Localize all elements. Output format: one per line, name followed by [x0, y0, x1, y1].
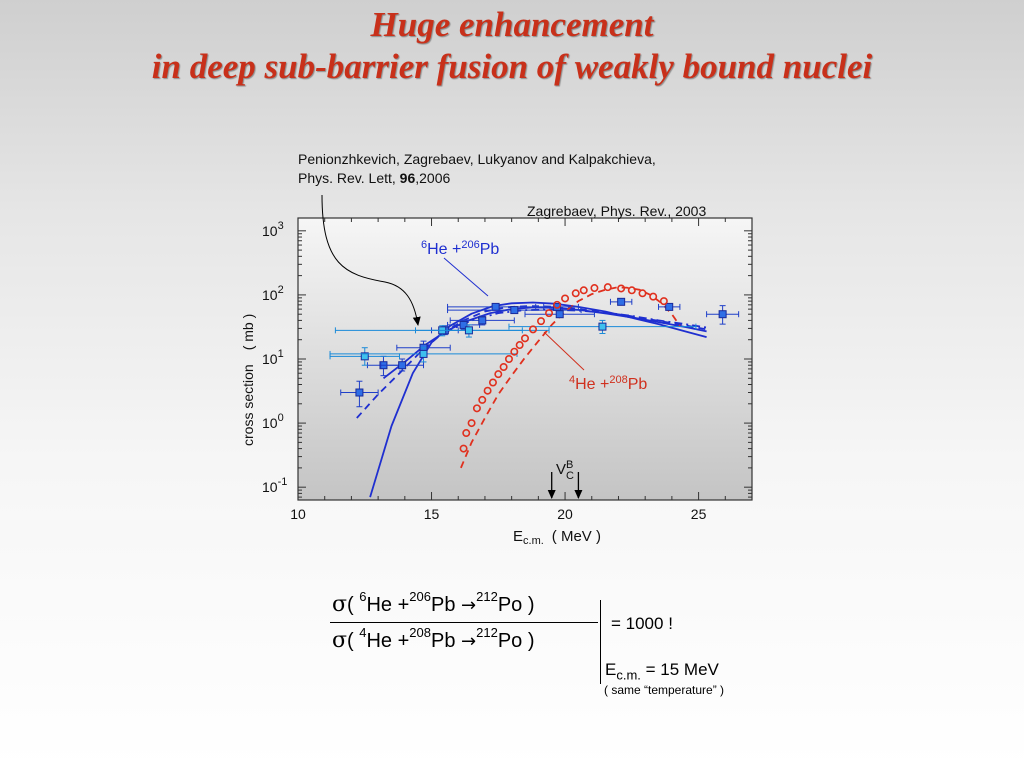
- data-point-he4: [488, 378, 497, 387]
- data-point-he4: [459, 444, 468, 453]
- ref-citation-1: Penionzhkevich, Zagrebaev, Lukyanov and …: [298, 151, 656, 167]
- y-axis-label: cross section( mb ): [240, 314, 256, 446]
- formula-result: = 1000 !: [611, 614, 673, 633]
- data-point-he4: [483, 386, 492, 395]
- data-point-he6: [718, 310, 727, 319]
- x-tick-label: 15: [424, 506, 440, 522]
- data-point-he4: [462, 429, 471, 438]
- y-tick-label: 102: [262, 284, 284, 303]
- data-point-he4: [499, 363, 508, 372]
- data-point-he4: [617, 284, 626, 293]
- fraction-bar: [330, 622, 598, 623]
- he4-label-pointer: [543, 331, 585, 371]
- data-point-he4: [478, 395, 487, 404]
- data-point-he4: [659, 297, 668, 306]
- he4-pb208-label: 4He +208Pb: [569, 374, 647, 393]
- data-point-he4: [545, 309, 554, 318]
- data-point-he4: [603, 283, 612, 292]
- data-point-he4: [571, 289, 580, 298]
- formula-note: ( same “temperature” ): [604, 683, 725, 697]
- y-tick-label: 10-1: [262, 476, 287, 495]
- evaluation-bar: [600, 600, 601, 684]
- y-tick-label: 101: [262, 348, 284, 367]
- data-point-he6: [464, 326, 473, 335]
- formula-numerator: σ( 6He +206Pb →212Po ): [332, 589, 535, 617]
- data-point-he4: [579, 286, 588, 295]
- coulomb-barrier-arrows: [547, 472, 583, 499]
- data-point-he4: [472, 404, 481, 413]
- data-point-he4: [494, 370, 503, 379]
- data-point-he6: [355, 388, 364, 397]
- data-point-he6: [555, 310, 564, 319]
- axis-labels: 10 15 20 25 10-1 100 101 102 103 Ec.m.( MeV ) cros…: [240, 220, 707, 547]
- data-point-he6: [360, 352, 369, 361]
- data-point-he4: [537, 317, 546, 326]
- data-point-he6: [617, 297, 626, 306]
- data-point-he6: [478, 316, 487, 325]
- slide-title: Huge enhancement in deep sub-barrier fus…: [0, 4, 1024, 88]
- data-points: [329, 283, 740, 453]
- data-point-he4: [590, 284, 599, 293]
- data-point-he4: [520, 334, 529, 343]
- data-point-he4: [510, 347, 519, 356]
- data-point-he4: [627, 286, 636, 295]
- data-point-he4: [649, 292, 658, 301]
- axis-ticks: [297, 218, 753, 500]
- y-tick-label: 100: [262, 412, 284, 431]
- data-point-he4: [561, 294, 570, 303]
- slide-title-line-2: in deep sub-barrier fusion of weakly bou…: [151, 47, 873, 86]
- ref-citation-zagrebaev: Zagrebaev, Phys. Rev., 2003: [527, 203, 706, 219]
- data-point-he4: [553, 300, 562, 309]
- formula-energy-condition: Ec.m. = 15 MeV: [605, 660, 719, 683]
- formula-denominator: σ( 4He +208Pb →212Po ): [332, 625, 535, 653]
- cross-section-ratio-formula: σ( 6He +206Pb →212Po ) σ( 4He +208Pb →21…: [330, 589, 800, 710]
- data-point-he6: [398, 361, 407, 370]
- data-point-he4: [529, 325, 538, 334]
- cross-section-chart: 10 15 20 25 10-1 100 101 102 103 Ec.m.( MeV ) cros…: [240, 151, 753, 547]
- data-point-he6: [491, 302, 500, 311]
- he6-label-pointer: [443, 257, 489, 297]
- data-point-he6: [510, 306, 519, 315]
- data-point-he6: [419, 349, 428, 358]
- data-point-he4: [515, 341, 524, 350]
- x-tick-label: 25: [691, 506, 707, 522]
- slide-title-line-1: Huge enhancement: [370, 5, 654, 44]
- coulomb-barrier-label: VCB: [556, 459, 574, 482]
- x-tick-label: 20: [557, 506, 573, 522]
- ref-pointer-arrow: [321, 194, 421, 326]
- data-point-he4: [638, 289, 647, 298]
- x-axis-label: Ec.m.( MeV ): [513, 528, 601, 547]
- data-point-he4: [467, 419, 476, 428]
- data-point-he4: [504, 354, 513, 363]
- y-tick-label: 103: [262, 220, 284, 239]
- ref-citation-2: Phys. Rev. Lett, 96,2006: [298, 170, 450, 186]
- data-point-he6: [598, 322, 607, 331]
- x-tick-label: 10: [290, 506, 306, 522]
- he6-pb206-label: 6He +206Pb: [421, 239, 499, 258]
- data-point-he6: [665, 302, 674, 311]
